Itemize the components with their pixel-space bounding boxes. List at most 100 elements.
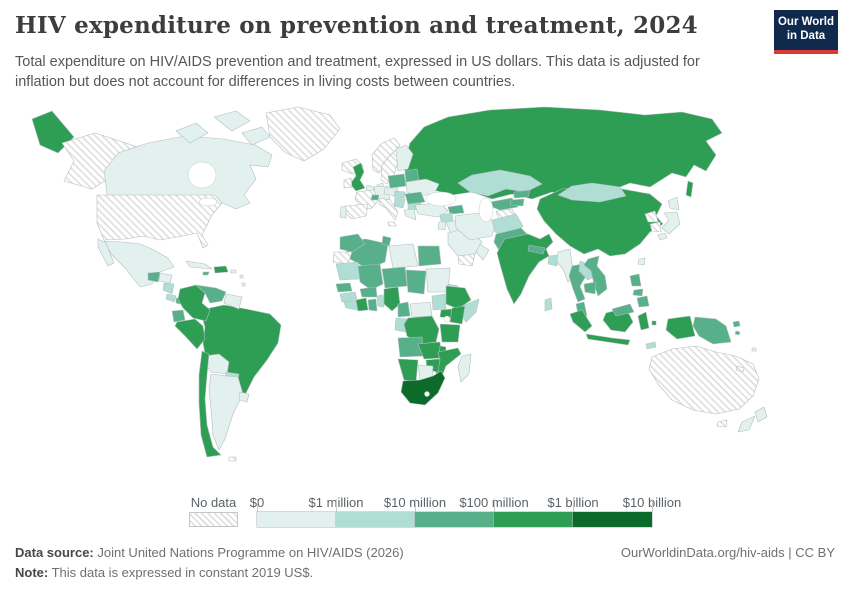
- country-italy[interactable]: [378, 197, 399, 227]
- country-north-korea[interactable]: [644, 210, 659, 223]
- country-venezuela[interactable]: [195, 284, 227, 304]
- country-chile[interactable]: [198, 350, 222, 458]
- country-kenya[interactable]: [449, 305, 466, 325]
- country-fiji[interactable]: [751, 347, 757, 352]
- country-cote-divoire[interactable]: [355, 297, 369, 312]
- country-indonesia-papua[interactable]: [665, 315, 696, 340]
- country-morocco[interactable]: [339, 233, 366, 253]
- country-ethiopia[interactable]: [445, 285, 472, 310]
- country-haiti-dominican-republic[interactable]: [213, 265, 229, 274]
- country-mali[interactable]: [357, 263, 384, 291]
- country-lesser-antilles[interactable]: [239, 274, 246, 287]
- legend-bin-4[interactable]: [573, 512, 652, 527]
- country-poland[interactable]: [387, 173, 407, 189]
- country-new-zealand[interactable]: [737, 406, 768, 433]
- country-jamaica[interactable]: [202, 271, 210, 276]
- country-canada-arctic3[interactable]: [241, 126, 271, 146]
- legend-bin-3[interactable]: [494, 512, 573, 527]
- country-indonesia-maluku[interactable]: [651, 320, 657, 326]
- country-zambia[interactable]: [417, 341, 443, 360]
- country-hungary[interactable]: [393, 190, 406, 199]
- country-togo-benin[interactable]: [376, 294, 385, 308]
- country-western-sahara[interactable]: [332, 251, 353, 265]
- country-nigeria[interactable]: [383, 286, 401, 312]
- country-falkland-islands[interactable]: [228, 456, 237, 462]
- country-russia-sakhalin[interactable]: [685, 180, 694, 198]
- country-russia[interactable]: [402, 106, 723, 200]
- country-new-caledonia[interactable]: [735, 365, 745, 373]
- country-greenland[interactable]: [265, 106, 341, 162]
- country-jordan-israel[interactable]: [437, 221, 447, 231]
- country-oman[interactable]: [475, 243, 490, 261]
- country-chad[interactable]: [405, 269, 427, 295]
- country-senegal[interactable]: [335, 282, 353, 293]
- country-united-kingdom[interactable]: [349, 162, 366, 192]
- country-tajikistan[interactable]: [509, 198, 525, 207]
- country-romania[interactable]: [404, 191, 426, 205]
- country-cameroon[interactable]: [397, 301, 411, 318]
- credit-link[interactable]: OurWorldinData.org/hiv-aids | CC BY: [620, 545, 835, 560]
- country-niger[interactable]: [381, 266, 408, 289]
- country-japan[interactable]: [657, 196, 681, 241]
- country-madagascar[interactable]: [457, 353, 472, 383]
- country-timor-leste[interactable]: [645, 341, 657, 350]
- country-central-african-republic[interactable]: [409, 301, 433, 318]
- country-cuba[interactable]: [185, 260, 213, 270]
- country-papua-new-guinea[interactable]: [692, 316, 741, 345]
- country-philippines[interactable]: [629, 273, 650, 308]
- country-vietnam[interactable]: [583, 255, 608, 297]
- country-libya[interactable]: [388, 243, 419, 269]
- country-mexico-baja[interactable]: [97, 238, 115, 267]
- country-south-sudan[interactable]: [431, 293, 447, 311]
- legend-bin-2[interactable]: [415, 512, 494, 527]
- country-ireland[interactable]: [343, 177, 353, 189]
- country-norway[interactable]: [371, 137, 401, 174]
- country-argentina[interactable]: [208, 373, 244, 451]
- country-finland[interactable]: [395, 144, 414, 172]
- country-sri-lanka[interactable]: [544, 297, 553, 312]
- country-south-africa[interactable]: [400, 370, 446, 406]
- country-taiwan[interactable]: [637, 257, 646, 266]
- country-belarus[interactable]: [404, 168, 420, 183]
- country-nicaragua[interactable]: [162, 282, 175, 295]
- country-greece[interactable]: [403, 208, 417, 221]
- country-mongolia[interactable]: [557, 182, 627, 203]
- country-south-korea[interactable]: [649, 221, 662, 233]
- country-spain[interactable]: [343, 203, 369, 220]
- country-china[interactable]: [536, 185, 664, 257]
- country-ghana[interactable]: [367, 298, 378, 312]
- country-india[interactable]: [496, 233, 554, 305]
- country-canada-arctic1[interactable]: [175, 122, 209, 144]
- country-yemen[interactable]: [457, 253, 476, 267]
- country-uruguay[interactable]: [238, 391, 250, 403]
- country-costa-rica[interactable]: [165, 293, 177, 303]
- no-data-swatch[interactable]: [189, 512, 238, 527]
- country-kyrgyzstan[interactable]: [513, 189, 531, 199]
- country-egypt[interactable]: [417, 245, 442, 267]
- country-malaysia-borneo[interactable]: [611, 303, 635, 317]
- country-peru[interactable]: [174, 318, 206, 350]
- country-caucasus[interactable]: [447, 204, 465, 215]
- country-honduras[interactable]: [158, 272, 173, 284]
- owid-logo[interactable]: Our World in Data: [774, 10, 838, 54]
- country-indonesia-sumatra[interactable]: [569, 309, 593, 333]
- country-tanzania[interactable]: [439, 323, 461, 343]
- country-canada-arctic2[interactable]: [213, 110, 251, 132]
- legend-bin-1[interactable]: [336, 512, 415, 527]
- country-guinea[interactable]: [339, 291, 358, 303]
- country-guatemala[interactable]: [147, 271, 161, 283]
- country-portugal[interactable]: [339, 205, 347, 219]
- country-puerto-rico[interactable]: [230, 269, 237, 274]
- country-tunisia[interactable]: [381, 235, 392, 247]
- legend-bin-0[interactable]: [257, 512, 336, 527]
- country-switzerland[interactable]: [370, 194, 380, 201]
- country-sierra-leone-liberia[interactable]: [343, 300, 359, 311]
- country-cambodia[interactable]: [583, 281, 597, 295]
- country-bangladesh[interactable]: [547, 254, 559, 267]
- country-indonesia-sulawesi[interactable]: [637, 311, 650, 331]
- country-australia[interactable]: [648, 345, 760, 415]
- country-united-states[interactable]: [96, 194, 223, 249]
- country-mauritania[interactable]: [335, 261, 361, 281]
- country-ecuador[interactable]: [171, 309, 186, 323]
- country-tasmania[interactable]: [716, 419, 728, 428]
